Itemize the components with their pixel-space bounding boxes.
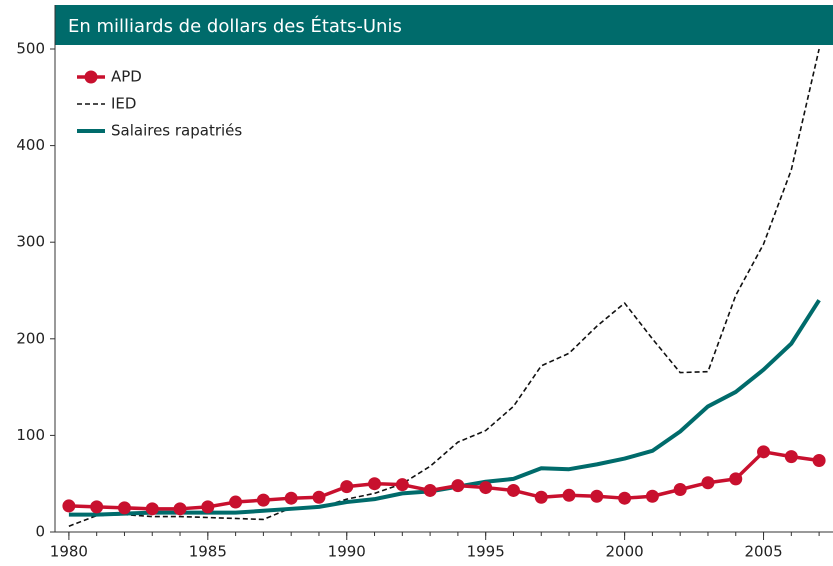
data-point bbox=[812, 454, 826, 468]
y-tick-label: 500 bbox=[16, 40, 45, 58]
data-point bbox=[645, 489, 659, 503]
x-tick-label: 2005 bbox=[744, 543, 782, 561]
data-point bbox=[312, 490, 326, 504]
data-point bbox=[784, 450, 798, 464]
legend-label: APD bbox=[111, 68, 142, 86]
x-tick-label: 1990 bbox=[328, 543, 366, 561]
data-point bbox=[701, 476, 715, 490]
series-line bbox=[68, 48, 820, 527]
chart-title: En milliards de dollars des États-Unis bbox=[68, 15, 402, 37]
data-point bbox=[395, 478, 409, 492]
data-point bbox=[90, 500, 104, 514]
data-point bbox=[201, 500, 215, 514]
data-point bbox=[618, 491, 632, 505]
data-point bbox=[729, 472, 743, 486]
data-point bbox=[590, 489, 604, 503]
x-tick-label: 1980 bbox=[50, 543, 88, 561]
legend-marker bbox=[84, 70, 98, 84]
y-tick-label: 100 bbox=[16, 426, 45, 444]
data-point bbox=[423, 483, 437, 497]
data-point bbox=[368, 477, 382, 491]
data-point bbox=[451, 479, 465, 493]
y-tick-label: 200 bbox=[16, 329, 45, 347]
legend-label: Salaires rapatriés bbox=[111, 122, 242, 140]
data-point bbox=[534, 490, 548, 504]
data-point bbox=[173, 502, 187, 516]
data-point bbox=[479, 481, 493, 495]
y-tick-label: 0 bbox=[35, 523, 45, 541]
series-line bbox=[68, 450, 820, 511]
y-tick-label: 400 bbox=[16, 136, 45, 154]
data-point bbox=[256, 493, 270, 507]
data-point bbox=[757, 445, 771, 459]
data-point bbox=[145, 502, 159, 516]
header-band bbox=[55, 5, 833, 45]
data-point bbox=[506, 483, 520, 497]
data-point bbox=[229, 495, 243, 509]
data-point bbox=[284, 491, 298, 505]
x-tick-label: 1985 bbox=[189, 543, 227, 561]
data-point bbox=[117, 501, 131, 515]
data-point bbox=[340, 480, 354, 494]
data-point bbox=[62, 499, 76, 513]
data-point bbox=[673, 482, 687, 496]
data-point bbox=[562, 488, 576, 502]
x-tick-label: 1995 bbox=[467, 543, 505, 561]
legend-label: IED bbox=[111, 95, 136, 113]
y-tick-label: 300 bbox=[16, 233, 45, 251]
x-tick-label: 2000 bbox=[606, 543, 644, 561]
